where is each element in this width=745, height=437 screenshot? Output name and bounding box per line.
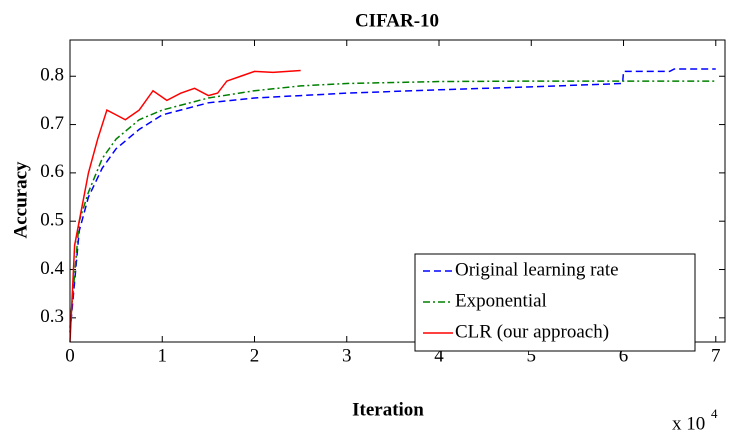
y-tick-label: 0.8	[40, 65, 64, 86]
line	[69, 80, 716, 328]
x-tick-label: 4	[434, 345, 444, 366]
x-tick-label: 7	[711, 345, 721, 366]
y-tick-label: 0.7	[40, 113, 64, 134]
legend-box	[414, 253, 696, 352]
plot-frame	[69, 39, 726, 343]
legend-label: Exponential	[455, 290, 547, 311]
legend-label: Original learning rate	[455, 259, 619, 280]
x-tick-label: 1	[158, 345, 168, 366]
x-tick-label: 2	[250, 345, 260, 366]
y-tick-label: 0.4	[40, 258, 64, 279]
x-tick-label: 3	[342, 345, 352, 366]
y-tick-label: 0.6	[40, 161, 64, 182]
chart-title: CIFAR-10	[355, 10, 439, 31]
y-tick-label: 0.5	[40, 210, 64, 231]
x-scale-label: x 10	[672, 413, 705, 434]
x-axis-label: Iteration	[352, 399, 424, 420]
y-axis-label: Accuracy	[10, 161, 31, 239]
legend-label: CLR (our approach)	[455, 321, 609, 342]
line	[69, 69, 301, 343]
y-tick-label: 0.3	[40, 306, 64, 327]
x-tick-label: 5	[527, 345, 537, 366]
x-scale-exponent: 4	[711, 406, 718, 421]
line	[69, 68, 716, 333]
x-tick-label: 6	[619, 345, 629, 366]
x-tick-label: 0	[65, 345, 75, 366]
